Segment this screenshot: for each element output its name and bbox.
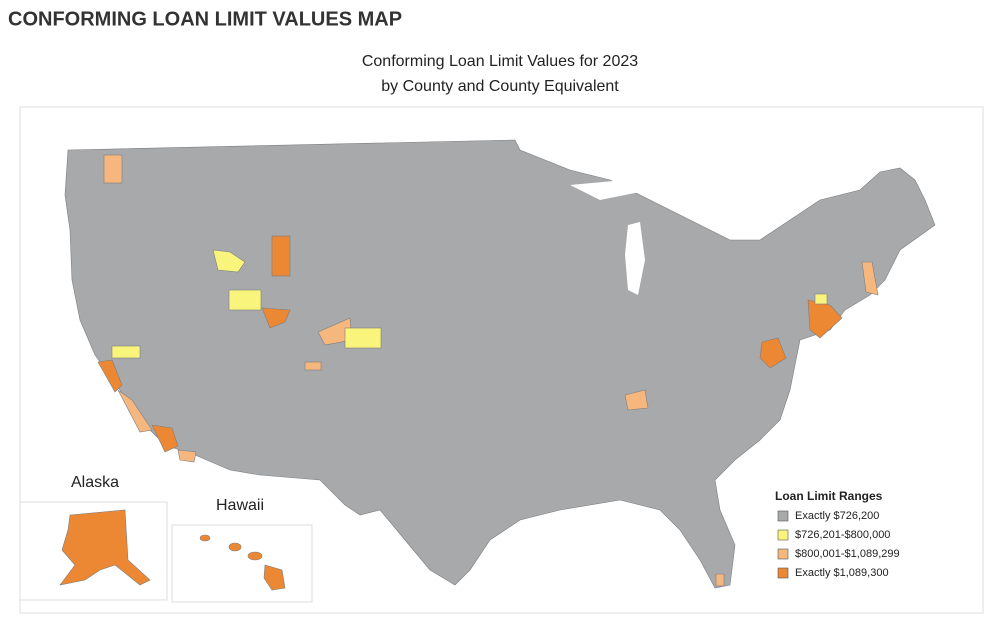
hawaii [199, 534, 286, 591]
page-title: CONFORMING LOAN LIMIT VALUES MAP [8, 8, 402, 30]
county-region [261, 307, 291, 329]
county-region [304, 361, 322, 371]
lake-superior [570, 180, 640, 200]
legend-swatch [777, 529, 789, 541]
county-region [759, 337, 787, 369]
county-region [624, 389, 649, 411]
island [228, 542, 242, 552]
legend: Loan Limit Ranges Exactly $726,200 $726,… [775, 489, 900, 579]
legend-label: $800,001-$1,089,299 [795, 548, 900, 560]
county-region [117, 389, 153, 433]
county-region [212, 249, 246, 273]
county-region [271, 235, 291, 277]
county-region [861, 261, 879, 296]
alaska [59, 509, 151, 586]
island [199, 534, 211, 542]
county-region [97, 359, 123, 393]
inset-frame [171, 524, 313, 603]
county-region [111, 345, 141, 359]
map-subtitle: by County and County Equivalent [381, 78, 619, 95]
island [263, 564, 286, 591]
county-region [103, 154, 123, 184]
highlighted-counties [97, 154, 879, 587]
county-region [715, 573, 725, 587]
inset-label: Alaska [71, 474, 119, 491]
legend-swatch [777, 567, 789, 579]
legend-title: Loan Limit Ranges [775, 489, 883, 503]
county-region [177, 449, 197, 463]
legend-swatch [777, 510, 789, 522]
legend-label: Exactly $726,200 [795, 510, 879, 522]
legend-label: Exactly $1,089,300 [795, 567, 889, 579]
county-region [344, 327, 382, 349]
county-region [228, 289, 262, 311]
county-region [151, 424, 179, 453]
island [247, 551, 263, 561]
legend-swatch [777, 548, 789, 560]
legend-label: $726,201-$800,000 [795, 529, 890, 541]
inset-label: Hawaii [216, 497, 264, 514]
lake-michigan [625, 222, 645, 295]
county-region [814, 293, 828, 305]
map-title: Conforming Loan Limit Values for 2023 [362, 53, 638, 70]
